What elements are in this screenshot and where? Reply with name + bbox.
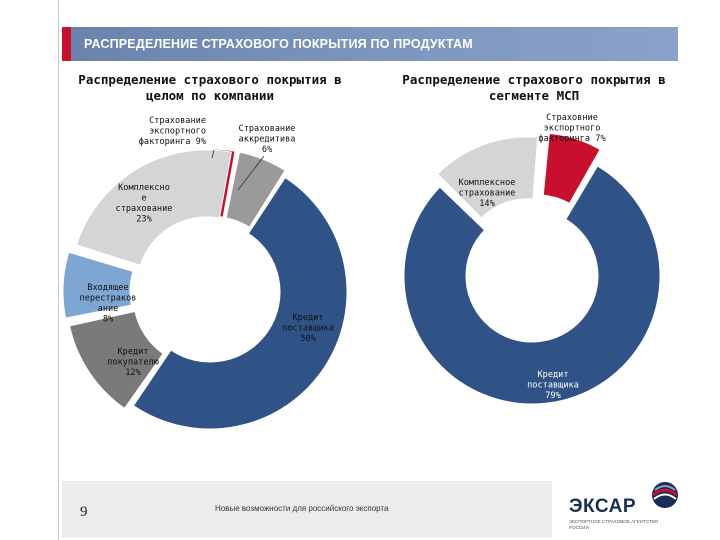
- label-company-accreditive: Страхование аккредитива 6%: [239, 124, 296, 155]
- label-sme-factoring: Страховние экспортного факторинга 7%: [538, 113, 606, 144]
- donut-slice-3: [68, 310, 164, 410]
- donut-slice-1: [225, 151, 286, 228]
- chart-title-company: Распределение страхового покрытия в цело…: [78, 72, 342, 103]
- label-company-complex: Комплексно е страхование 23%: [116, 183, 173, 225]
- label-company-factoring: Страхование экспортного факторинга 9%: [139, 116, 207, 147]
- label-company-supplier: Кредит поставщика 50%: [282, 313, 334, 344]
- left-rule: [58, 0, 59, 540]
- label-sme-supplier: Кредит поставщика 79%: [527, 370, 579, 401]
- donut-slice-4: [62, 251, 134, 319]
- header-accent: [62, 27, 71, 61]
- logo: ЭКСАР: [569, 496, 637, 517]
- header-bar: [62, 27, 678, 61]
- donut-slice-2: [436, 136, 539, 219]
- label-company-reinsurance: Входящее перестраков ание 8%: [80, 283, 137, 325]
- footer-strip: [62, 481, 552, 538]
- chart-title-sme: Распределение страхового покрытия в сегм…: [402, 72, 666, 103]
- donut-slice-2: [132, 176, 348, 430]
- donut-chart-sme: [403, 132, 661, 405]
- logo-subtitle: ЭКСПОРТНОЕ СТРАХОВОЕ АГЕНТСТВО РОССИИ: [569, 519, 659, 530]
- label-company-buyer: Кредит покупателю 12%: [107, 347, 159, 378]
- leader-line-1: [237, 155, 265, 191]
- footer-tagline: Новые возможности для российского экспор…: [215, 504, 389, 513]
- donut-slice-1: [403, 165, 661, 405]
- label-sme-complex: Комплексное страхование 14%: [459, 178, 516, 209]
- page-number: 9: [80, 504, 88, 520]
- leader-line-0: [211, 149, 215, 159]
- chart-labels: Страхование экспортного факторинга 9% Страх…: [80, 113, 607, 401]
- donut-chart-company: [62, 148, 348, 430]
- donut-slice-0: [542, 132, 601, 205]
- donut-slice-5: [75, 149, 233, 266]
- logo-globe-icon: [652, 482, 678, 508]
- page-title: РАСПРЕДЕЛЕНИЕ СТРАХОВОГО ПОКРЫТИЯ ПО ПРО…: [84, 37, 473, 51]
